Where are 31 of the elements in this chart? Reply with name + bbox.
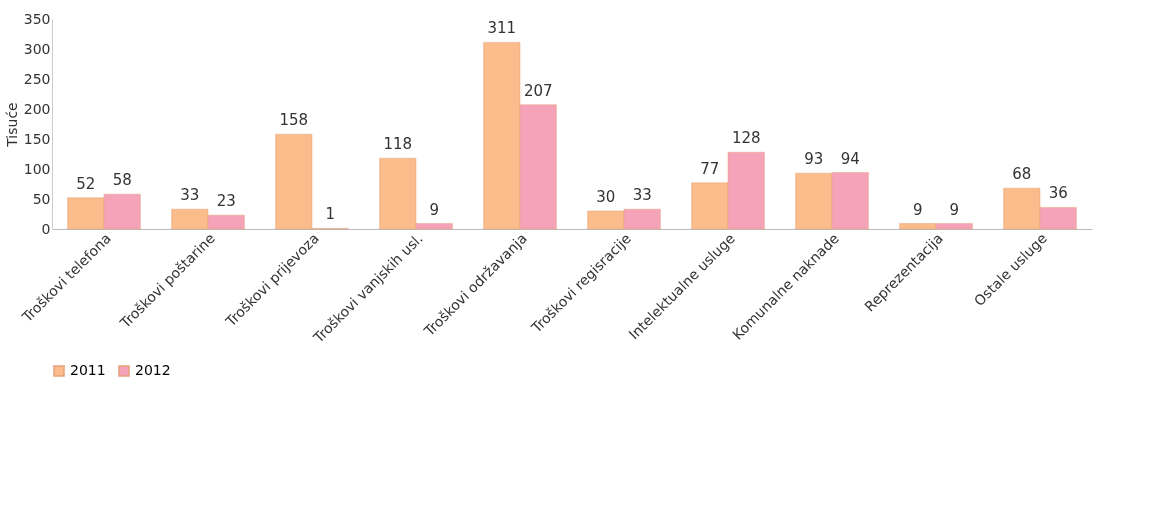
y-axis-title: Tisuće [3, 102, 20, 148]
data-label: 68 [1012, 165, 1032, 184]
data-label: 94 [840, 149, 860, 168]
data-label: 158 [279, 111, 309, 130]
y-tick-label: 0 [41, 220, 51, 237]
data-label: 207 [523, 81, 553, 100]
data-label: 9 [429, 200, 439, 219]
data-label: 93 [804, 150, 824, 169]
data-label: 1 [325, 205, 335, 224]
y-tick-label: 200 [23, 100, 51, 117]
y-tick-label: 250 [23, 70, 51, 87]
data-label: 30 [596, 188, 616, 206]
data-label: 36 [1048, 184, 1068, 203]
data-label: 52 [76, 174, 96, 193]
data-label: 311 [487, 19, 517, 38]
data-label: 9 [913, 200, 923, 219]
data-label: 23 [216, 192, 236, 211]
data-label: 77 [700, 159, 720, 178]
y-tick-label: 50 [32, 190, 51, 207]
y-tick-label: 100 [23, 160, 51, 177]
data-label: 33 [632, 186, 652, 205]
legend-label: 2012 [135, 362, 171, 378]
data-label: 33 [180, 186, 200, 205]
y-tick-label: 150 [23, 130, 51, 147]
y-tick-label: 350 [23, 10, 51, 27]
data-label: 128 [731, 129, 761, 148]
data-label: 58 [112, 171, 132, 190]
y-tick-label: 300 [23, 40, 51, 57]
data-label: 118 [383, 135, 413, 154]
legend-label: 2011 [70, 362, 106, 378]
data-label: 9 [949, 200, 959, 219]
